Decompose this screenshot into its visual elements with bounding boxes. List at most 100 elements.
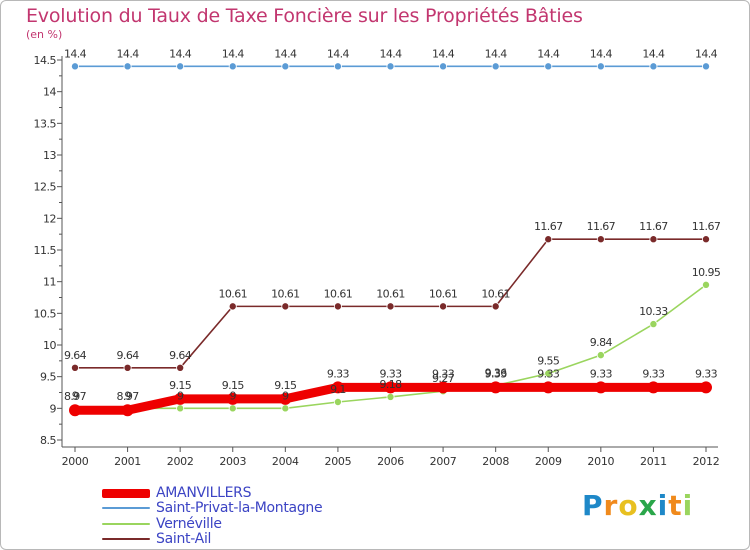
data-point (228, 62, 237, 71)
data-point (386, 392, 395, 401)
x-tick-label: 2011 (640, 455, 667, 468)
legend-label: Saint-Ail (156, 531, 212, 547)
data-label: 14.4 (590, 47, 613, 60)
logo-letter: P (582, 489, 604, 522)
data-point (702, 62, 711, 71)
data-point (491, 62, 500, 71)
data-point (649, 320, 658, 329)
data-label: 9.33 (537, 367, 560, 380)
data-label: 9.64 (117, 349, 140, 362)
x-tick-label: 2010 (587, 455, 614, 468)
data-label: 10.61 (376, 287, 405, 300)
x-tick-label: 2009 (535, 455, 562, 468)
y-tick-label: 9 (50, 402, 57, 415)
data-point (281, 302, 290, 311)
data-label: 14.4 (642, 47, 665, 60)
data-point (544, 369, 553, 378)
data-label: 9.33 (432, 367, 455, 380)
data-point (544, 235, 553, 244)
data-point (69, 404, 81, 417)
data-point (333, 302, 342, 311)
y-tick-label: 11.5 (34, 244, 57, 257)
logo-letter: r (603, 489, 619, 522)
y-axis-unit-label: (en %) (26, 28, 63, 41)
y-tick-label: 12 (43, 212, 56, 225)
data-label: 8.97 (64, 390, 87, 403)
legend-label: Vernéville (156, 516, 222, 532)
data-label: 11.67 (639, 220, 668, 233)
data-point (386, 302, 395, 311)
data-point (439, 62, 448, 71)
data-label: 9.64 (64, 349, 87, 362)
data-point (649, 235, 658, 244)
x-tick-label: 2007 (430, 455, 457, 468)
logo-letter: x (638, 489, 658, 522)
x-tick-label: 2005 (325, 455, 352, 468)
data-label: 9.15 (274, 379, 297, 392)
data-label: 10.61 (324, 287, 353, 300)
data-label: 9.84 (590, 336, 613, 349)
data-point (228, 302, 237, 311)
data-point (71, 363, 80, 372)
x-tick-label: 2000 (62, 455, 89, 468)
data-label: 9.18 (379, 378, 402, 391)
data-label: 9 (282, 389, 289, 402)
data-label: 8.97 (117, 390, 140, 403)
legend-label: Saint-Privat-la-Montagne (156, 500, 323, 516)
x-tick-label: 2004 (272, 455, 299, 468)
data-point (176, 363, 185, 372)
legend-swatch (102, 523, 150, 525)
chart-title: Evolution du Taux de Taxe Foncière sur l… (26, 5, 583, 27)
legend-label: AMANVILLERS (156, 485, 252, 501)
proxiti-logo: Proxiti (582, 489, 693, 522)
x-tick-label: 2002 (167, 455, 194, 468)
data-point (123, 363, 132, 372)
data-label: 10.61 (219, 287, 248, 300)
data-point (333, 62, 342, 71)
data-point (174, 392, 187, 405)
x-tick-label: 2003 (219, 455, 246, 468)
y-tick-label: 14.5 (34, 54, 57, 67)
data-label: 10.95 (692, 266, 721, 279)
y-tick-label: 10.5 (34, 307, 57, 320)
data-label: 14.4 (379, 47, 402, 60)
data-label: 14.4 (485, 47, 508, 60)
logo-letter: o (618, 489, 639, 522)
data-point (176, 404, 185, 413)
data-point (279, 392, 292, 405)
x-tick-label: 2012 (693, 455, 720, 468)
data-label: 9.1 (330, 383, 346, 396)
data-label: 14.4 (117, 47, 140, 60)
legend-item: Saint-Ail (102, 531, 211, 547)
legend-swatch (102, 507, 150, 509)
data-point (649, 62, 658, 71)
y-tick-label: 8.5 (40, 434, 56, 447)
data-point (121, 404, 134, 417)
data-point (702, 235, 711, 244)
data-labels: 14.4 14.4 14.4 14.4 14.4 14.4 14.4 14.4 14.4 14.4… (64, 47, 721, 403)
x-tick-label: 2001 (114, 455, 141, 468)
logo-letter: i (682, 489, 694, 522)
data-point (594, 381, 607, 394)
data-label: 10.61 (429, 287, 458, 300)
legend-item: Vernéville (102, 516, 222, 532)
series-points (69, 62, 712, 417)
data-point (386, 62, 395, 71)
x-tick-label: 2006 (377, 455, 404, 468)
data-point (647, 381, 660, 394)
data-label: 10.61 (271, 287, 300, 300)
data-point (700, 381, 712, 394)
data-label: 14.4 (327, 47, 350, 60)
data-label: 9.36 (485, 367, 508, 380)
data-label: 11.67 (692, 220, 721, 233)
y-tick-label: 12.5 (34, 181, 57, 194)
data-label: 9.33 (379, 367, 402, 380)
y-tick-label: 14 (43, 86, 56, 99)
data-point (489, 381, 502, 394)
y-tick-label: 10 (43, 339, 56, 352)
y-tick-label: 9.5 (40, 371, 56, 384)
logo-letter: t (668, 489, 683, 522)
data-label: 11.67 (534, 220, 563, 233)
data-label: 9 (72, 389, 79, 402)
data-label: 10.33 (639, 305, 668, 318)
